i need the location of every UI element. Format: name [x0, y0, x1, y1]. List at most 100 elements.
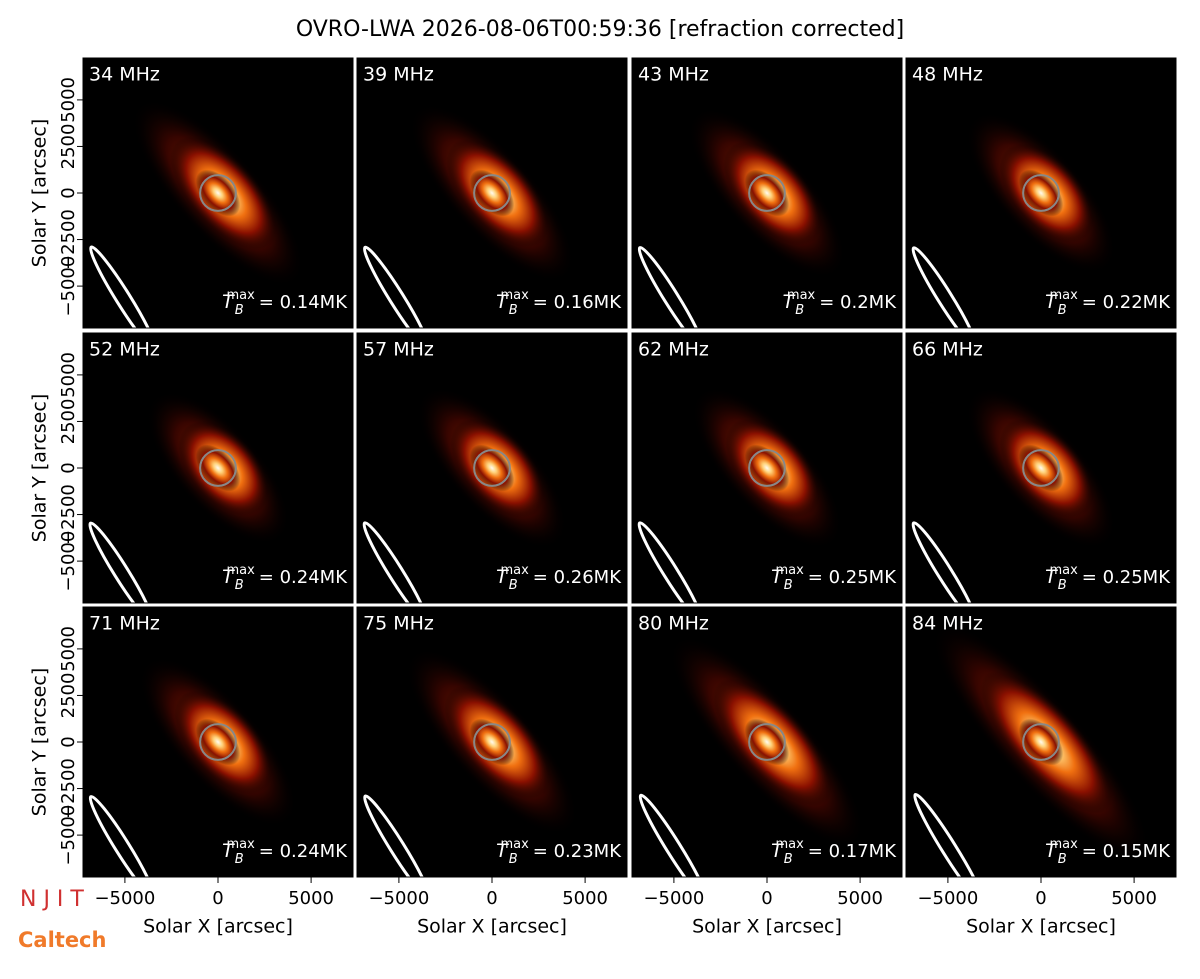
tb-symbol: T: [1045, 840, 1058, 862]
panel: [632, 333, 902, 603]
tb-value: = 0.26MK: [533, 567, 622, 588]
solar-disk: [1022, 449, 1060, 487]
panel-frame: [356, 332, 628, 604]
panel: [83, 333, 353, 603]
tb-sup: max: [787, 288, 816, 303]
beam: [88, 521, 154, 603]
emission-center: [1018, 718, 1064, 766]
beam: [362, 521, 429, 603]
beam: [638, 793, 709, 877]
y-tick-label: 5000: [58, 626, 79, 672]
tb-value: = 0.16MK: [533, 292, 622, 313]
y-tick-label: 2500: [58, 399, 79, 445]
panel-title: 80 MHz: [638, 613, 709, 635]
panel-frame: [905, 57, 1177, 329]
y-axis-label: Solar Y [arcsec]: [29, 668, 51, 816]
y-tick-label: −5000: [58, 256, 79, 317]
panel: [632, 607, 902, 877]
x-tick-label: −5000: [94, 888, 155, 909]
panel: [906, 333, 1176, 603]
tb-value: = 0.24MK: [259, 841, 348, 862]
emission-center: [469, 169, 515, 217]
tb-sup: max: [775, 563, 804, 578]
panel: [357, 607, 627, 877]
y-axis-label: Solar Y [arcsec]: [29, 394, 51, 542]
emission-center: [744, 169, 790, 217]
emission-center: [744, 444, 790, 492]
x-tick-label: 0: [1035, 888, 1046, 909]
y-tick-label: 5000: [58, 352, 79, 398]
beam: [363, 794, 431, 877]
y-tick-label: −5000: [58, 531, 79, 592]
y-tick-label: −2500: [58, 209, 79, 270]
tb-sup: max: [1049, 288, 1078, 303]
solar-disk: [1022, 723, 1060, 761]
x-axis-label: Solar X [arcsec]: [966, 916, 1116, 938]
tb-value: = 0.17MK: [808, 841, 897, 862]
solar-disk: [473, 174, 511, 212]
tb-symbol: T: [222, 566, 235, 588]
tb-sup: max: [1049, 837, 1078, 852]
panel-title: 66 MHz: [912, 339, 983, 361]
y-tick-label: 0: [58, 187, 79, 198]
x-axis-label: Solar X [arcsec]: [143, 916, 293, 938]
panel: [83, 58, 353, 328]
beam: [362, 245, 431, 328]
solar-disk: [473, 449, 511, 487]
tb-sup: max: [775, 837, 804, 852]
beam: [913, 792, 985, 877]
panel-title: 84 MHz: [912, 613, 983, 635]
tb-symbol: T: [496, 840, 509, 862]
panel-frame: [905, 332, 1177, 604]
tb-symbol: T: [496, 566, 509, 588]
y-tick-label: −5000: [58, 805, 79, 866]
x-tick-label: 0: [761, 888, 772, 909]
solar-disk: [748, 723, 786, 761]
panel: [906, 607, 1176, 877]
x-axis-label: Solar X [arcsec]: [417, 916, 567, 938]
panel-title: 52 MHz: [89, 339, 160, 361]
tb-sup: max: [226, 837, 255, 852]
tb-sub: B: [1058, 852, 1067, 867]
tb-value: = 0.23MK: [533, 841, 622, 862]
y-tick-label: −2500: [58, 758, 79, 819]
tb-value: = 0.24MK: [259, 567, 348, 588]
y-axis-label: Solar Y [arcsec]: [29, 119, 51, 267]
tb-symbol: T: [222, 840, 235, 862]
y-tick-label: 0: [58, 736, 79, 747]
beam: [637, 245, 705, 328]
tb-value: = 0.25MK: [808, 567, 897, 588]
x-tick-label: 5000: [562, 888, 608, 909]
panel-frame: [631, 57, 903, 329]
tb-sup: max: [226, 288, 255, 303]
tb-sub: B: [1058, 578, 1067, 593]
y-tick-label: 0: [58, 462, 79, 473]
emission-center: [1018, 444, 1064, 492]
x-axis-label: Solar X [arcsec]: [692, 916, 842, 938]
y-tick-label: 5000: [58, 77, 79, 123]
solar-disk: [748, 449, 786, 487]
tb-sup: max: [500, 288, 529, 303]
x-tick-label: 5000: [1111, 888, 1157, 909]
tb-symbol: T: [771, 566, 784, 588]
figure-title: OVRO-LWA 2026-08-06T00:59:36 [refraction…: [296, 17, 904, 42]
tb-sub: B: [509, 303, 518, 318]
panel-frame: [356, 57, 628, 329]
tb-sub: B: [235, 303, 244, 318]
logo-njit: N J I T: [20, 887, 84, 912]
emission-center: [195, 169, 241, 217]
tb-value: = 0.14MK: [259, 292, 348, 313]
solar-disk: [199, 449, 237, 487]
panel-title: 62 MHz: [638, 339, 709, 361]
y-tick-label: 2500: [58, 124, 79, 170]
beam: [637, 521, 704, 603]
tb-sup: max: [226, 563, 255, 578]
tb-sub: B: [509, 578, 518, 593]
x-tick-label: −5000: [368, 888, 429, 909]
panel: [906, 58, 1176, 328]
beam: [911, 521, 978, 603]
tb-sub: B: [1058, 303, 1067, 318]
solar-disk: [199, 723, 237, 761]
